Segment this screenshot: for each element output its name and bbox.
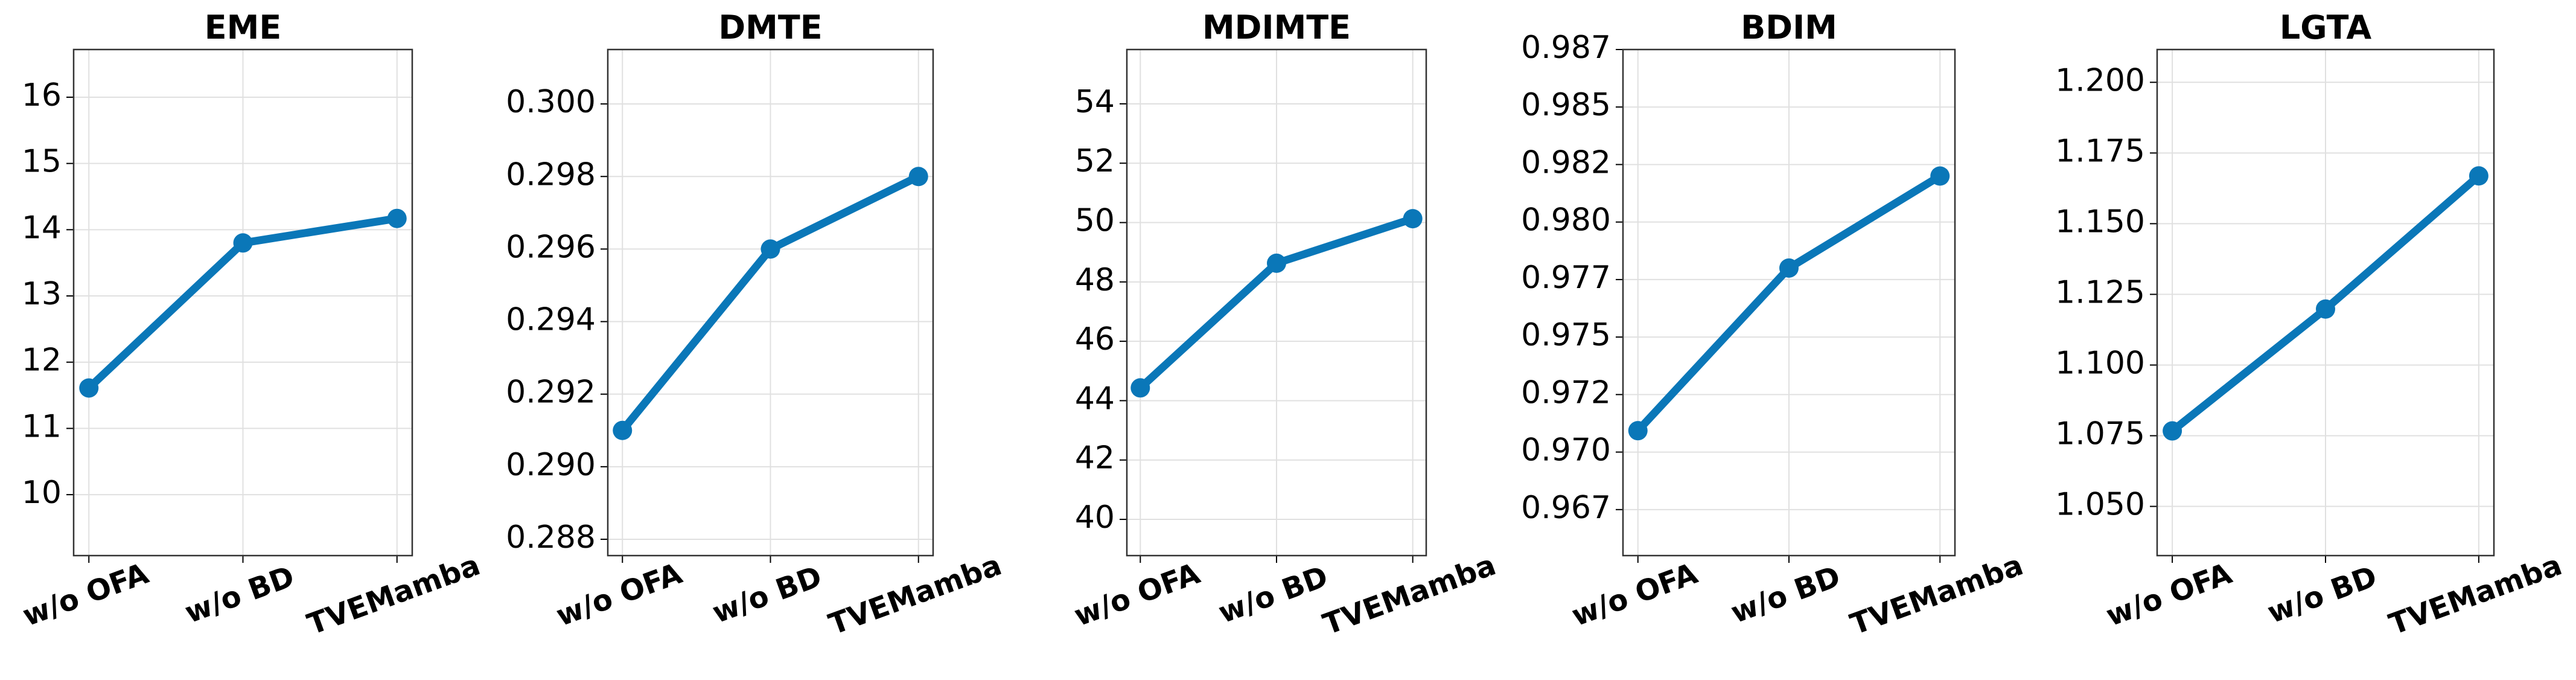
point [1628, 421, 1648, 441]
y-tick-label: 0.288 [506, 519, 596, 556]
panel: LGTA 1.050 1.075 1.100 1.125 1.150 1.175 1.200 w… [2055, 8, 2566, 642]
y-tick-label: 54 [1075, 84, 1115, 120]
point [1779, 258, 1799, 278]
y-tick-label: 0.296 [506, 229, 596, 265]
plot-frame [1126, 48, 1427, 557]
x-tick-label: w/o BD [2263, 560, 2382, 630]
x-tick-label: w/o OFA [2102, 557, 2236, 633]
y-tick-label: 0.972 [1521, 374, 1611, 411]
panel-title: BDIM [1741, 8, 1837, 47]
x-tick-label: w/o BD [708, 560, 826, 630]
point [79, 378, 99, 398]
y-tick-label: 0.970 [1521, 432, 1611, 469]
panel: DMTE 0.288 0.290 0.292 0.294 0.296 0.298 0.300 w… [506, 8, 1006, 642]
x-tick-label: w/o BD [1727, 560, 1845, 630]
y-tick-label: 0.975 [1521, 317, 1611, 353]
plot-frame [72, 48, 413, 557]
y-tick-label: 44 [1075, 380, 1115, 417]
x-tick-label: w/o BD [1214, 560, 1333, 630]
x-tick-label: w/o OFA [1070, 557, 1204, 633]
y-tick-label: 1.200 [2055, 62, 2145, 98]
y-tick-label: 14 [22, 210, 62, 246]
y-tick-label: 0.977 [1521, 260, 1611, 296]
y-tick-label: 1.175 [2055, 133, 2145, 169]
point [1267, 253, 1286, 273]
point [613, 420, 633, 440]
panel: BDIM 0.967 0.970 0.972 0.975 0.977 0.980 0.982 0… [1521, 8, 2027, 642]
point [1130, 378, 1150, 398]
x-tick-label: TVEMamba [303, 548, 485, 641]
x-tick-label: TVEMamba [2385, 548, 2566, 641]
y-tick-label: 1.125 [2055, 274, 2145, 310]
x-tick-label: w/o OFA [552, 557, 686, 633]
panel-title: EME [205, 8, 282, 47]
y-tick-label: 1.150 [2055, 204, 2145, 240]
y-tick-label: 46 [1075, 321, 1115, 358]
y-tick-label: 0.292 [506, 374, 596, 411]
y-tick-label: 0.290 [506, 447, 596, 483]
y-tick-label: 50 [1075, 203, 1115, 239]
point [2469, 166, 2488, 186]
point [233, 233, 253, 253]
y-tick-label: 0.298 [506, 156, 596, 193]
y-tick-label: 52 [1075, 143, 1115, 179]
panel: MDIMTE 40 42 44 46 48 50 52 54 w/o OFA w/o BDTVEMa… [1070, 8, 1500, 642]
y-tick-label: 1.075 [2055, 416, 2145, 452]
y-tick-label: 1.050 [2055, 487, 2145, 523]
point [760, 239, 780, 259]
panel-title: DMTE [718, 8, 822, 47]
point [387, 208, 407, 228]
x-tick-label: TVEMamba [1319, 548, 1500, 641]
point [908, 167, 928, 187]
x-tick-label: w/o BD [180, 560, 299, 630]
y-tick-label: 1.100 [2055, 345, 2145, 381]
x-tick-label: w/o OFA [1567, 557, 1702, 633]
plot-frame [1622, 48, 1956, 557]
point [1403, 209, 1423, 229]
y-tick-label: 0.980 [1521, 202, 1611, 239]
y-tick-label: 48 [1075, 262, 1115, 298]
panel: EME 10 11 12 13 14 15 16 w/o OFA w/o BD TVEMamba [18, 8, 484, 642]
y-tick-label: 0.985 [1521, 87, 1611, 123]
plot-frame [607, 48, 934, 557]
y-tick-label: 13 [22, 276, 62, 312]
y-tick-label: 11 [22, 408, 62, 444]
point [2163, 421, 2182, 441]
panel-title: LGTA [2280, 8, 2371, 47]
y-tick-label: 40 [1075, 499, 1115, 536]
y-tick-label: 15 [22, 144, 62, 180]
panel-title: MDIMTE [1202, 8, 1351, 47]
x-tick-label: TVEMamba [824, 548, 1006, 641]
y-tick-label: 12 [22, 342, 62, 379]
point [1930, 166, 1950, 186]
y-tick-label: 0.300 [506, 84, 596, 120]
y-tick-label: 0.294 [506, 302, 596, 338]
x-tick-label: TVEMamba [1846, 548, 2027, 641]
y-tick-label: 0.987 [1521, 30, 1611, 66]
x-tick-label: w/o OFA [18, 557, 153, 633]
y-tick-label: 10 [22, 475, 62, 511]
y-tick-label: 42 [1075, 440, 1115, 476]
y-tick-label: 16 [22, 77, 62, 114]
y-tick-label: 0.967 [1521, 490, 1611, 526]
plot-frame [2156, 48, 2495, 557]
y-tick-label: 0.982 [1521, 144, 1611, 181]
point [2316, 299, 2335, 319]
